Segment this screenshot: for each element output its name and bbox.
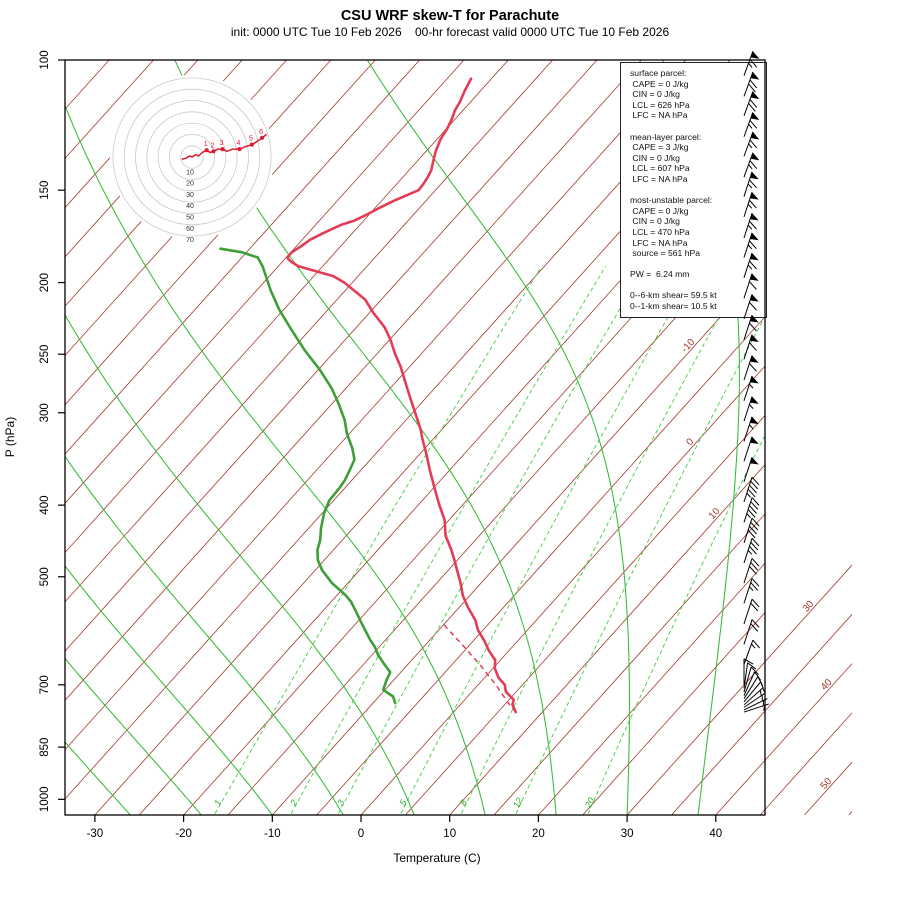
hodograph-height-mark <box>220 147 225 152</box>
legend-line <box>630 259 764 270</box>
y-axis-title: P (hPa) <box>3 417 17 457</box>
pressure-tick-label: 150 <box>39 181 51 200</box>
hodograph-height-label: 3 <box>220 140 224 147</box>
mixing-ratio-label: 12 <box>511 796 525 810</box>
legend-line: LFC = NA hPa <box>630 173 688 184</box>
mixing-ratio-label: 20 <box>582 796 596 810</box>
hodograph-height-label: 6 <box>259 129 263 136</box>
hodograph-ring-label: 50 <box>186 215 194 222</box>
legend-line: surface parcel: <box>630 68 687 78</box>
legend-line: source = 561 hPa <box>630 248 700 259</box>
hodograph-height-label: 5 <box>249 136 253 143</box>
legend-line: CIN = 0 J/kg <box>630 216 680 227</box>
mixing-ratio-label: 1 <box>212 798 223 807</box>
temperature-tick-label: 10 <box>443 828 456 840</box>
isotherm-label: 50 <box>819 776 835 792</box>
legend-line <box>630 185 764 196</box>
dewpoint-curve <box>219 247 397 705</box>
hodograph-ring-label: 30 <box>186 192 194 199</box>
hodograph-height-label: 4 <box>237 140 241 147</box>
hodograph-height-mark <box>204 148 209 153</box>
legend-line: 0--1-km shear= 10.5 kt <box>630 301 717 312</box>
pressure-tick-label: 100 <box>39 50 51 69</box>
legend-line: CAPE = 0 J/kg <box>630 78 689 89</box>
legend-line: LCL = 626 hPa <box>630 99 690 110</box>
x-axis-title: Temperature (C) <box>393 851 480 865</box>
legend-line: CAPE = 3 J/kg <box>630 142 689 153</box>
legend-line <box>630 121 764 132</box>
hodograph-trace <box>181 133 268 161</box>
temperature-curve <box>285 77 518 714</box>
legend-line: most-unstable parcel: <box>630 195 713 206</box>
pressure-tick-label: 850 <box>39 738 51 757</box>
hodograph-height-mark <box>237 147 242 152</box>
hodograph-height-mark <box>260 135 265 140</box>
mixing-ratio-label: 3 <box>335 798 346 807</box>
hodograph-ring-label: 10 <box>186 169 194 176</box>
isotherm-label: 10 <box>707 506 723 522</box>
parcel-trace-curve <box>443 623 517 713</box>
chart-subtitle: init: 0000 UTC Tue 10 Feb 2026 00-hr for… <box>230 25 670 39</box>
hodograph-height-mark <box>249 142 254 147</box>
pressure-tick-label: 500 <box>39 567 51 586</box>
hodograph-ring-label: 20 <box>186 181 194 188</box>
mixing-ratio-lines <box>214 265 765 814</box>
temperature-tick-label: 40 <box>709 828 722 840</box>
chart-title: CSU WRF skew-T for Parachute <box>340 8 560 24</box>
hodograph-ring-label: 60 <box>186 226 194 233</box>
legend-line: 0--6-km shear= 59.5 kt <box>630 290 717 301</box>
legend-line: LFC = NA hPa <box>630 237 688 248</box>
hodograph: 10 20 30 40 50 60 70 1 2 3 4 56 <box>109 74 275 244</box>
pressure-tick-label: 700 <box>39 675 51 694</box>
legend-line: LFC = NA hPa <box>630 110 688 121</box>
temperature-tick-label: -20 <box>175 828 192 840</box>
legend-line: LCL = 607 hPa <box>630 163 690 174</box>
temperature-tick-label: 20 <box>532 828 545 840</box>
hodograph-ring-label: 40 <box>186 203 194 210</box>
pressure-tick-label: 1000 <box>39 787 51 813</box>
legend-line: CIN = 0 J/kg <box>630 89 680 100</box>
pressure-tick-label: 400 <box>39 496 51 515</box>
isotherm-label: 0 <box>684 436 696 448</box>
legend-line <box>630 280 764 291</box>
legend-line: mean-layer parcel: <box>630 131 702 142</box>
isotherm-label: -10 <box>679 337 697 355</box>
pressure-tick-label: 300 <box>39 403 51 422</box>
temperature-tick-label: 30 <box>621 828 634 840</box>
temperature-tick-label: -30 <box>87 828 104 840</box>
temperature-tick-label: -10 <box>264 828 281 840</box>
legend-line: LCL = 470 hPa <box>630 226 690 237</box>
isotherm-label: 30 <box>801 599 817 615</box>
temperature-tick-label: 0 <box>358 828 364 840</box>
legend-line: PW = 6.24 mm <box>630 269 690 280</box>
pressure-tick-label: 200 <box>39 273 51 292</box>
isotherm-label: 40 <box>819 677 835 693</box>
hodograph-height-label: 2 <box>211 142 215 149</box>
legend-line: CIN = 0 J/kg <box>630 152 680 163</box>
legend-line: CAPE = 0 J/kg <box>630 205 689 216</box>
parcel-info-panel: surface parcel: CAPE = 0 J/kg CIN = 0 J/… <box>620 62 767 318</box>
hodograph-height-mark <box>211 149 216 154</box>
mixing-ratio-label: 2 <box>288 798 300 808</box>
mixing-ratio-label: 5 <box>397 797 409 807</box>
hodograph-height-label: 1 <box>204 141 208 148</box>
pressure-tick-label: 250 <box>39 345 51 364</box>
mixing-ratio-label: 8 <box>458 798 469 807</box>
hodograph-ring-label: 70 <box>186 237 194 244</box>
